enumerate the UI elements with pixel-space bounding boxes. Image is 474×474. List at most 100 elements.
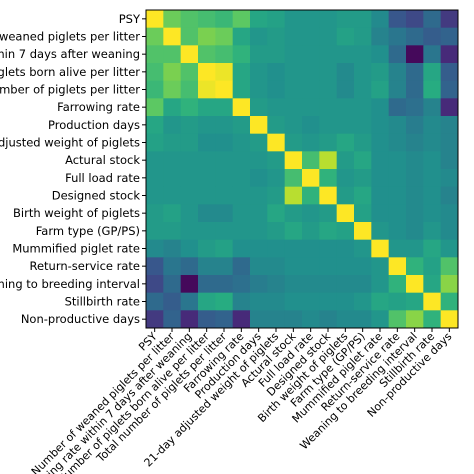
heatmap-cell (198, 169, 216, 188)
heatmap-cell (406, 204, 424, 223)
heatmap-cell (336, 275, 355, 294)
heatmap-cell (371, 275, 390, 294)
heatmap-cell (423, 310, 442, 329)
heatmap-cell (423, 45, 442, 64)
heatmap-cell (232, 310, 251, 329)
heatmap-cell (146, 151, 164, 170)
heatmap-cell (388, 80, 407, 99)
heatmap-cell (354, 204, 372, 223)
heatmap-cell (284, 222, 303, 241)
heatmap-cell (146, 45, 164, 64)
heatmap-cell (232, 292, 251, 311)
heatmap-cell (388, 257, 407, 276)
heatmap-cell (319, 257, 338, 276)
heatmap-cell (371, 80, 390, 99)
heatmap-cell (163, 169, 182, 188)
heatmap-cell (440, 98, 459, 117)
heatmap-cell (250, 239, 268, 258)
heatmap-cell (267, 257, 286, 276)
heatmap-cell (302, 310, 320, 329)
heatmap-cell (371, 310, 390, 329)
heatmap-cell (354, 292, 372, 311)
heatmap-cell (440, 292, 459, 311)
y-tick-label: Return-service rate (29, 259, 140, 273)
heatmap-cell (423, 292, 442, 311)
heatmap-cell (215, 27, 234, 46)
heatmap-cell (388, 151, 407, 170)
heatmap-cell (371, 186, 390, 205)
heatmap-cell (284, 186, 303, 205)
heatmap-cell (250, 275, 268, 294)
heatmap-cell (215, 63, 234, 82)
heatmap-cell (180, 116, 199, 135)
heatmap-cell (423, 222, 442, 241)
heatmap-cell (423, 133, 442, 152)
heatmap-cell (388, 133, 407, 152)
heatmap-cell (423, 239, 442, 258)
heatmap-cell (232, 80, 251, 99)
heatmap-cell (406, 98, 424, 117)
heatmap-cell (284, 204, 303, 223)
y-tick-label: Designed stock (52, 189, 141, 203)
y-tick-label: Production days (48, 118, 140, 132)
heatmap-cell (198, 186, 216, 205)
y-tick-label: Full load rate (65, 171, 140, 185)
heatmap-cell (388, 169, 407, 188)
heatmap-cell (423, 151, 442, 170)
heatmap-cell (440, 63, 459, 82)
heatmap-cell (336, 292, 355, 311)
heatmap-cell (198, 257, 216, 276)
heatmap-cell (354, 80, 372, 99)
heatmap-cell (388, 10, 407, 29)
heatmap-cell (440, 169, 459, 188)
heatmap-cell (267, 310, 286, 329)
heatmap-cell (319, 275, 338, 294)
heatmap-cell (319, 80, 338, 99)
heatmap-cell (180, 239, 199, 258)
heatmap-cell (146, 239, 164, 258)
heatmap-cell (371, 133, 390, 152)
heatmap-cell (302, 98, 320, 117)
heatmap-cell (146, 116, 164, 135)
heatmap-cell (440, 80, 459, 99)
heatmap-cell (163, 80, 182, 99)
heatmap-cell (284, 275, 303, 294)
heatmap-cell (354, 151, 372, 170)
heatmap-cell (250, 27, 268, 46)
heatmap-cell (440, 10, 459, 29)
heatmap-cell (388, 98, 407, 117)
heatmap-cell (302, 45, 320, 64)
heatmap-cell (406, 239, 424, 258)
heatmap-cell (198, 45, 216, 64)
heatmap-cell (302, 292, 320, 311)
heatmap-cell (319, 239, 338, 258)
heatmap-cell (423, 275, 442, 294)
heatmap-cell (406, 222, 424, 241)
heatmap-cell (215, 133, 234, 152)
heatmap-cell (319, 133, 338, 152)
heatmap-cell (302, 239, 320, 258)
heatmap-cell (163, 133, 182, 152)
heatmap-cell (215, 116, 234, 135)
heatmap-cell (388, 275, 407, 294)
heatmap-cell (302, 116, 320, 135)
heatmap-cell (336, 98, 355, 117)
heatmap-cell (232, 151, 251, 170)
heatmap-cell (163, 204, 182, 223)
heatmap-cell (215, 222, 234, 241)
heatmap-cell (163, 98, 182, 117)
heatmap-cell (146, 310, 164, 329)
heatmap-cell (354, 186, 372, 205)
heatmap-cell (215, 310, 234, 329)
heatmap-cell (354, 10, 372, 29)
heatmap-cell (336, 310, 355, 329)
heatmap-cell (284, 257, 303, 276)
heatmap-cell (180, 27, 199, 46)
heatmap-cell (232, 222, 251, 241)
y-tick-label: Number of piglets born alive per litter (0, 65, 140, 79)
heatmap-cell (354, 222, 372, 241)
heatmap-cells (146, 10, 459, 329)
heatmap-cell (423, 186, 442, 205)
heatmap-cell (302, 257, 320, 276)
